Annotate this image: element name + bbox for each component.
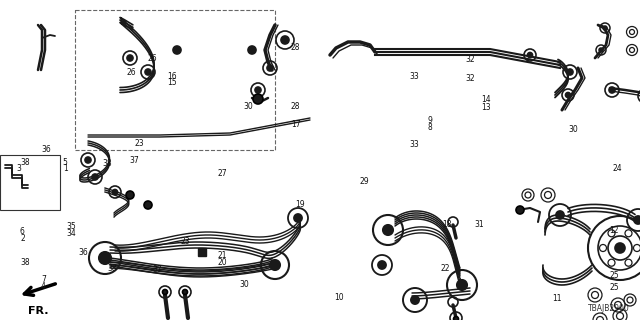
Bar <box>0 155 60 210</box>
Circle shape <box>599 48 603 52</box>
Text: 20: 20 <box>218 258 228 267</box>
Circle shape <box>383 225 393 235</box>
Circle shape <box>126 191 134 199</box>
Circle shape <box>556 211 564 219</box>
Circle shape <box>92 174 98 180</box>
Circle shape <box>127 55 133 61</box>
Circle shape <box>145 69 151 75</box>
Circle shape <box>144 201 152 209</box>
Text: 11: 11 <box>552 294 561 303</box>
Circle shape <box>457 280 467 290</box>
Circle shape <box>567 69 573 75</box>
Text: 35: 35 <box>67 222 77 231</box>
Circle shape <box>248 46 256 54</box>
Text: 21: 21 <box>218 251 227 260</box>
Circle shape <box>634 216 640 224</box>
Text: 7: 7 <box>41 275 46 284</box>
Text: 27: 27 <box>218 169 228 178</box>
Circle shape <box>253 94 263 104</box>
Circle shape <box>113 189 118 195</box>
Circle shape <box>615 243 625 253</box>
Text: 36: 36 <box>78 248 88 257</box>
Text: 1: 1 <box>63 164 68 173</box>
Text: 5: 5 <box>63 158 68 167</box>
Circle shape <box>294 214 302 222</box>
Circle shape <box>527 52 532 58</box>
Text: 38: 38 <box>102 159 113 168</box>
Circle shape <box>378 261 386 269</box>
Circle shape <box>609 87 615 93</box>
Circle shape <box>173 46 181 54</box>
Circle shape <box>454 316 458 320</box>
Text: 28: 28 <box>291 43 300 52</box>
Text: 9: 9 <box>428 116 433 124</box>
Text: 25: 25 <box>609 271 620 280</box>
Circle shape <box>85 157 91 163</box>
Text: 19: 19 <box>294 200 305 209</box>
Text: 15: 15 <box>166 78 177 87</box>
Circle shape <box>603 26 607 30</box>
Text: 22: 22 <box>440 264 449 273</box>
Text: 28: 28 <box>291 102 300 111</box>
Text: 10: 10 <box>334 293 344 302</box>
Text: 18: 18 <box>442 220 451 228</box>
Text: 26: 26 <box>126 68 136 76</box>
Text: 25: 25 <box>609 284 620 292</box>
Text: TBAJB2900: TBAJB2900 <box>588 304 630 313</box>
Text: 33: 33 <box>410 72 420 81</box>
Circle shape <box>99 252 111 264</box>
Text: 31: 31 <box>474 220 484 228</box>
Circle shape <box>516 206 524 214</box>
Text: 12: 12 <box>610 226 619 235</box>
Text: 23: 23 <box>134 139 145 148</box>
Text: 8: 8 <box>428 123 433 132</box>
Circle shape <box>281 36 289 44</box>
Text: 33: 33 <box>410 140 420 149</box>
Text: FR.: FR. <box>28 306 49 316</box>
Text: 26: 26 <box>147 54 157 63</box>
Circle shape <box>255 87 261 93</box>
Text: 14: 14 <box>481 95 492 104</box>
Circle shape <box>163 290 168 294</box>
Text: 32: 32 <box>465 55 476 64</box>
Text: 2: 2 <box>20 234 25 243</box>
Text: 34: 34 <box>67 229 77 238</box>
Circle shape <box>270 260 280 270</box>
Text: 37: 37 <box>129 156 140 165</box>
Bar <box>75 10 275 150</box>
Text: 23: 23 <box>180 237 191 246</box>
Circle shape <box>267 65 273 71</box>
Text: 30: 30 <box>568 125 578 134</box>
Text: 30: 30 <box>243 102 253 111</box>
Text: 6: 6 <box>20 227 25 236</box>
Bar <box>198 248 206 256</box>
Text: 29: 29 <box>360 177 370 186</box>
Text: 36: 36 <box>41 145 51 154</box>
Text: 13: 13 <box>481 103 492 112</box>
Text: 4: 4 <box>41 282 46 291</box>
Text: 24: 24 <box>612 164 623 173</box>
Text: 38: 38 <box>20 258 31 267</box>
Text: 32: 32 <box>465 74 476 83</box>
Text: 37: 37 <box>152 265 162 274</box>
Text: 17: 17 <box>291 120 301 129</box>
Circle shape <box>411 296 419 304</box>
Text: 30: 30 <box>239 280 250 289</box>
Circle shape <box>182 290 188 294</box>
Text: 16: 16 <box>166 72 177 81</box>
Text: 38: 38 <box>20 158 31 167</box>
Circle shape <box>566 92 570 98</box>
Text: 3: 3 <box>17 164 22 173</box>
Text: 38: 38 <box>107 264 117 273</box>
